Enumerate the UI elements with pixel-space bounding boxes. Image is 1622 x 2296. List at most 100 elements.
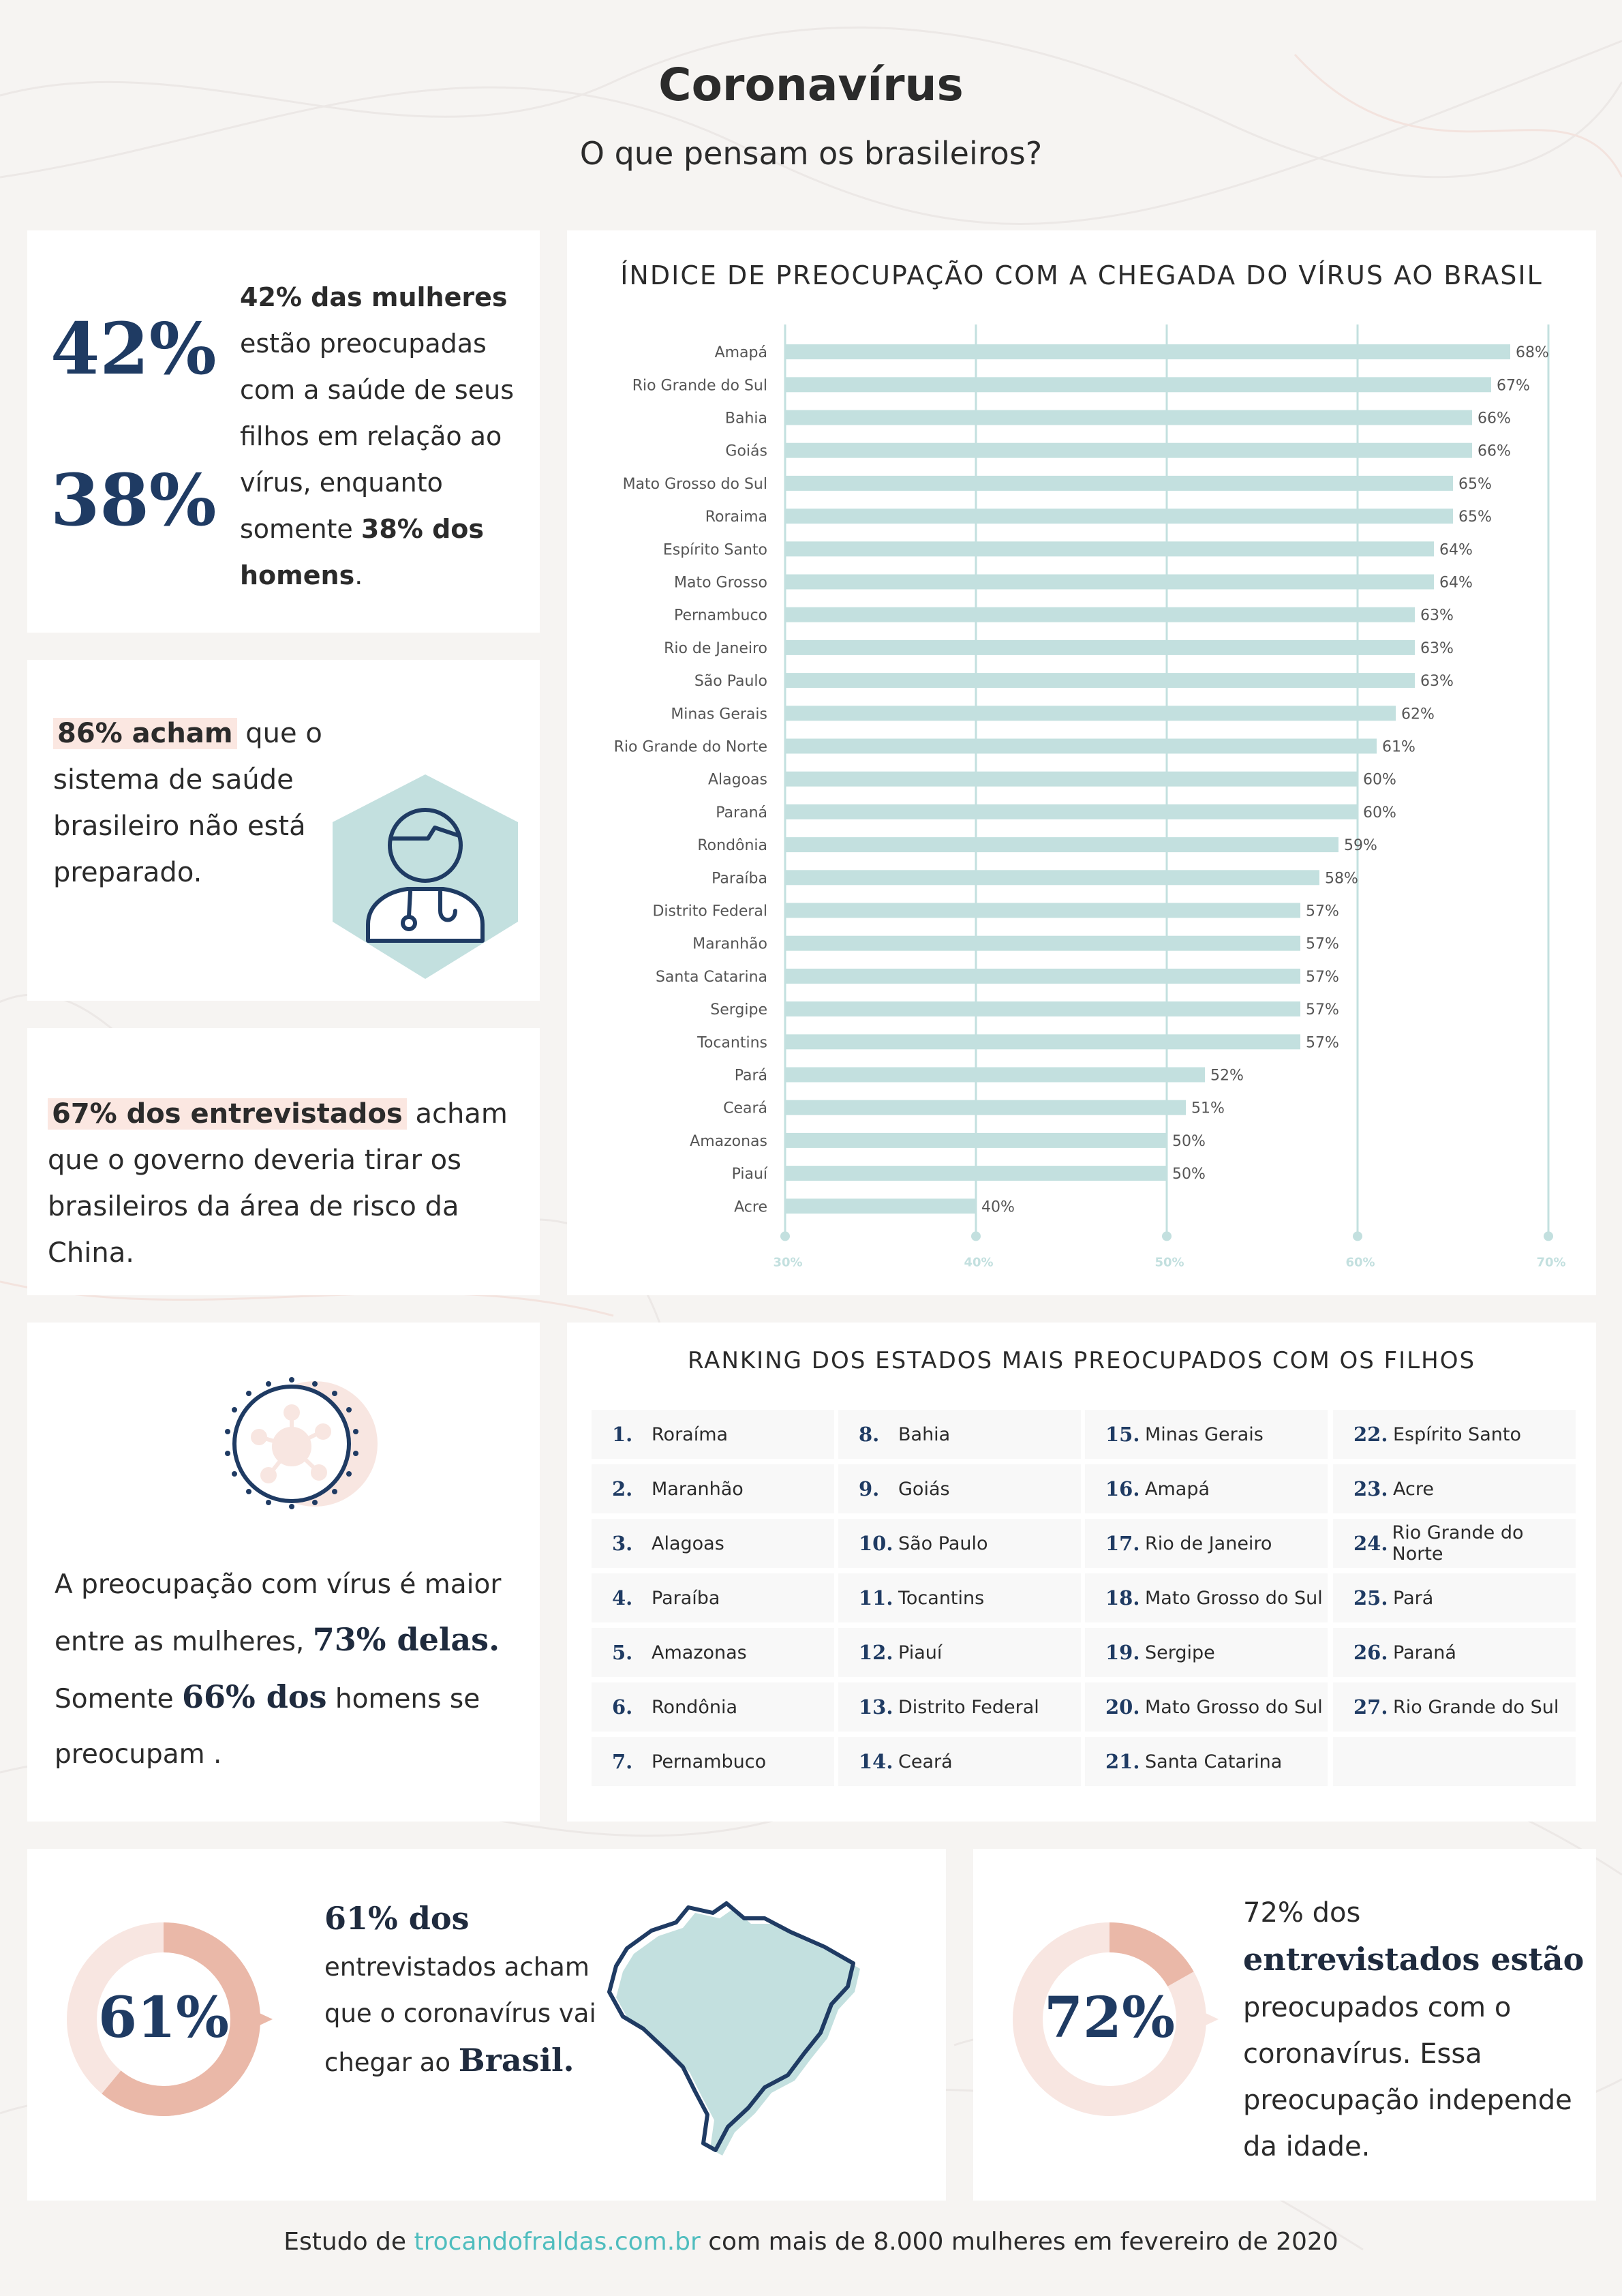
ranking-state: Minas Gerais <box>1145 1423 1264 1445</box>
virus-icon <box>225 1377 378 1509</box>
category-label: Pernambuco <box>674 607 767 624</box>
value-label: 65% <box>1458 476 1492 493</box>
bar <box>785 968 1300 984</box>
ranking-card: RANKING DOS ESTADOS MAIS PREOCUPADOS COM… <box>567 1323 1596 1822</box>
ranking-number: 12. <box>859 1641 893 1664</box>
ranking-item: 5. Amazonas <box>592 1628 834 1680</box>
ranking-item: 6. Rondônia <box>592 1682 834 1734</box>
worried-donut-pointer <box>1197 2009 1219 2029</box>
ranking-state: Paraíba <box>652 1587 720 1609</box>
women-men-card: A preocupação com vírus é maior entre as… <box>27 1323 540 1822</box>
ranking-state: Rio Grande do Sul <box>1393 1696 1559 1718</box>
category-label: Paraná <box>716 804 767 821</box>
ranking-item: 13. Distrito Federal <box>838 1682 1081 1734</box>
value-label: 63% <box>1420 640 1454 657</box>
value-label: 64% <box>1439 575 1473 592</box>
arrival-donut-fill <box>67 1922 260 2116</box>
men-percentage: 38% <box>50 458 217 542</box>
footer-link[interactable]: trocandofraldas.com.br <box>414 2228 701 2256</box>
footer-suffix: com mais de 8.000 mulheres em fevereiro … <box>700 2228 1338 2256</box>
ranking-item: 26. Paraná <box>1333 1628 1576 1680</box>
arrival-donut-label: 61% <box>97 1985 230 2051</box>
bar <box>785 804 1358 819</box>
gender-health-card: 42% 38% 42% das mulheres estão preocupad… <box>27 230 540 633</box>
category-label: Goiás <box>725 443 767 460</box>
bar <box>785 1067 1205 1083</box>
ranking-item: 2. Maranhão <box>592 1464 834 1516</box>
worried-text-1: 72% dos <box>1243 1897 1361 1929</box>
ranking-number: 11. <box>859 1586 893 1610</box>
category-label: Ceará <box>723 1100 767 1117</box>
worried-bold-1: entrevistados estão <box>1243 1941 1585 1978</box>
category-label: Minas Gerais <box>671 706 767 723</box>
arrival-bold-1: 61% dos <box>324 1900 470 1937</box>
category-label: São Paulo <box>694 673 767 690</box>
bar <box>785 509 1453 524</box>
footer-prefix: Estudo de <box>284 2228 414 2256</box>
bar <box>785 837 1338 853</box>
bar <box>785 738 1377 754</box>
category-label: Roraima <box>705 509 767 526</box>
ranking-item: 25. Pará <box>1333 1573 1576 1625</box>
chart-title: ÍNDICE DE PREOCUPAÇÃO COM A CHEGADA DO V… <box>620 260 1543 290</box>
x-tick-label: 70% <box>1536 1255 1565 1269</box>
value-label: 50% <box>1172 1166 1206 1183</box>
page-title: Coronavírus <box>658 59 964 111</box>
ranking-number: 19. <box>1105 1641 1140 1664</box>
ranking-number: 1. <box>612 1423 633 1446</box>
x-tick-dot <box>1162 1231 1172 1241</box>
bar <box>785 1100 1186 1115</box>
government-card: 67% dos entrevistados acham que o govern… <box>27 1028 540 1295</box>
ranking-number: 7. <box>612 1750 633 1773</box>
value-label: 60% <box>1363 804 1396 821</box>
ranking-number: 26. <box>1353 1641 1388 1664</box>
ranking-number: 5. <box>612 1641 633 1664</box>
ranking-item: 12. Piauí <box>838 1628 1081 1680</box>
ranking-state: Sergipe <box>1145 1642 1215 1663</box>
worried-donut-chart <box>1013 1922 1219 2116</box>
x-tick-dot <box>1353 1231 1362 1241</box>
ranking-number: 9. <box>859 1477 880 1500</box>
value-label: 67% <box>1497 377 1530 394</box>
women-men-bold-2: 66% dos <box>182 1678 327 1715</box>
ranking-state: São Paulo <box>898 1532 988 1554</box>
ranking-number: 14. <box>859 1750 893 1773</box>
ranking-number: 6. <box>612 1695 633 1719</box>
ranking-item: 17. Rio de Janeiro <box>1085 1519 1328 1571</box>
ranking-state: Amapá <box>1145 1478 1210 1500</box>
ranking-state: Rondônia <box>652 1696 737 1718</box>
brazil-map-icon <box>607 1901 860 2156</box>
ranking-state: Roraíma <box>652 1423 729 1445</box>
bar <box>785 541 1434 557</box>
ranking-state: Rio Grande do Norte <box>1392 1522 1524 1565</box>
ranking-number: 8. <box>859 1423 880 1446</box>
ranking-title: RANKING DOS ESTADOS MAIS PREOCUPADOS COM… <box>687 1347 1476 1374</box>
ranking-number: 22. <box>1353 1423 1388 1446</box>
category-label: Piauí <box>732 1166 768 1183</box>
ranking-item: 18. Mato Grosso do Sul <box>1085 1573 1328 1625</box>
bar-chart: 30% 40% 50% 60% 70% Amapá 68% Rio Grande do Sul… <box>614 324 1566 1269</box>
arrival-text: 61% dos entrevistados acham que o corona… <box>324 1895 597 2086</box>
bar <box>785 377 1491 393</box>
ranking-item: 21. Santa Catarina <box>1085 1737 1328 1789</box>
category-label: Santa Catarina <box>656 969 767 986</box>
worried-text-2: preocupados com o coronavírus. Essa preo… <box>1243 1992 1572 2162</box>
ranking-item: 10. São Paulo <box>838 1519 1081 1571</box>
bar <box>785 1034 1300 1050</box>
ranking-empty-cell <box>1333 1737 1576 1789</box>
bar <box>785 410 1472 425</box>
bar <box>785 673 1415 689</box>
government-text: 67% dos entrevistados acham que o govern… <box>48 1091 525 1276</box>
x-tick-label: 40% <box>964 1255 993 1269</box>
arrival-bold-2: Brasil. <box>458 2042 575 2079</box>
ranking-state: Piauí <box>898 1642 943 1663</box>
women-men-text-3: homens se preocupam . <box>55 1684 480 1770</box>
ranking-state: Pará <box>1393 1587 1434 1609</box>
ranking-state: Mato Grosso do Sul <box>1145 1587 1323 1609</box>
ranking-number: 23. <box>1353 1477 1388 1500</box>
women-men-text: A preocupação com vírus é maior entre as… <box>55 1557 532 1782</box>
ranking-number: 24. <box>1353 1532 1388 1555</box>
category-label: Amazonas <box>690 1133 767 1150</box>
value-label: 68% <box>1516 344 1549 361</box>
bar <box>785 1001 1300 1017</box>
